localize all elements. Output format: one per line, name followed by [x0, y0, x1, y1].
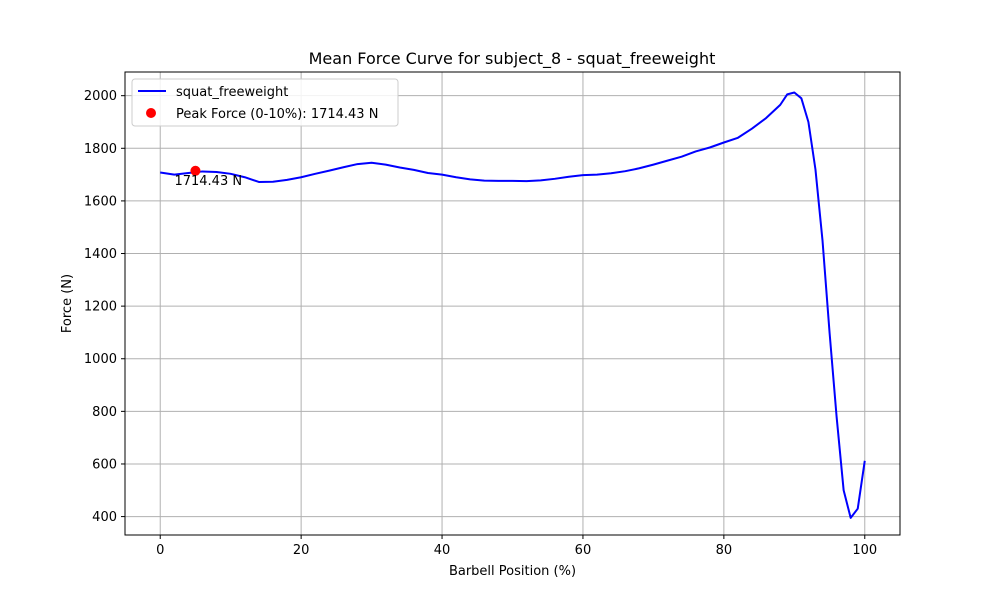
- x-axis-ticks: 0 20 40 60 80 100: [156, 535, 877, 558]
- y-tick-label: 1600: [84, 194, 117, 209]
- y-tick-label: 1000: [84, 352, 117, 367]
- grid-lines: [125, 72, 900, 535]
- peak-force-marker: [190, 165, 201, 176]
- x-tick-label: 0: [156, 543, 164, 558]
- x-tick-label: 20: [293, 543, 310, 558]
- y-tick-label: 400: [92, 510, 117, 525]
- y-tick-label: 2000: [84, 89, 117, 104]
- y-tick-label: 600: [92, 457, 117, 472]
- y-tick-label: 1200: [84, 300, 117, 315]
- peak-force-annotation: 1714.43 N: [174, 174, 242, 189]
- y-axis-label: Force (N): [60, 274, 75, 333]
- x-tick-label: 40: [434, 543, 451, 558]
- legend-label-series: squat_freeweight: [176, 85, 288, 100]
- x-axis-label: Barbell Position (%): [449, 564, 576, 579]
- x-tick-label: 100: [852, 543, 877, 558]
- legend: squat_freeweight Peak Force (0-10%): 171…: [131, 78, 399, 127]
- legend-marker-peak: [146, 108, 156, 118]
- y-axis-ticks: 400 600 800 1000 1200 1400 1600 1800 2000: [84, 89, 125, 525]
- chart-title: Mean Force Curve for subject_8 - squat_f…: [309, 49, 716, 69]
- x-tick-label: 80: [716, 543, 733, 558]
- plot-area: 0 20 40 60 80 100 400 600 800 1000 1200 1400 1600 18…: [84, 71, 901, 558]
- series-line-squat-freeweight: [160, 91, 866, 519]
- x-tick-label: 60: [575, 543, 592, 558]
- legend-label-peak: Peak Force (0-10%): 1714.43 N: [176, 107, 378, 122]
- legend-box: [131, 78, 399, 127]
- y-tick-label: 1800: [84, 142, 117, 157]
- y-tick-label: 800: [92, 405, 117, 420]
- plot-frame: [124, 71, 901, 536]
- y-tick-label: 1400: [84, 247, 117, 262]
